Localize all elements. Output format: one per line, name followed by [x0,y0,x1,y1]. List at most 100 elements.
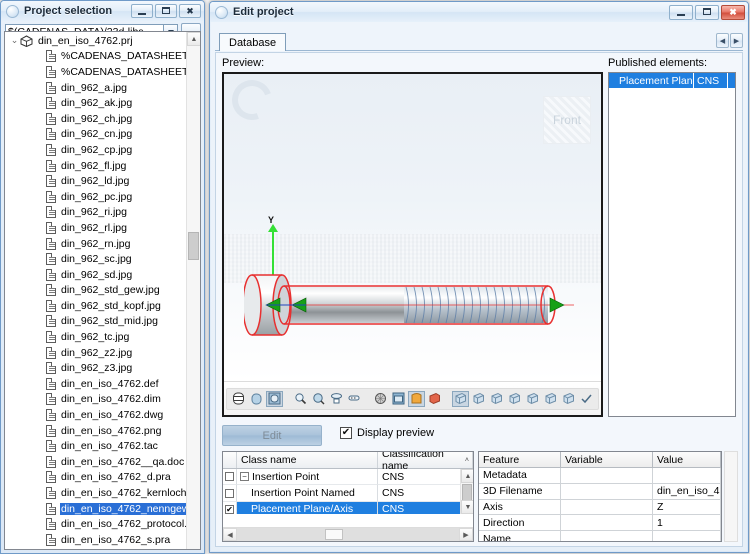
view-left-icon[interactable] [488,391,505,407]
class-row-checkbox[interactable]: ✔ [225,504,234,514]
tree-item[interactable]: din_962_rn.jpg [5,236,186,252]
tree-item[interactable]: din_962_ld.jpg [5,173,186,189]
tree-item[interactable]: %CADENAS_DATASHEET%/iso_4762_ [5,64,186,80]
class-table-vscrollbar[interactable]: ▲ ▼ [460,469,473,514]
variable-cell[interactable] [561,515,653,532]
variable-cell[interactable] [561,531,653,541]
tree-item[interactable]: din_en_iso_4762.def [5,376,186,392]
feature-cell[interactable]: 3D Filename [479,483,561,500]
project-tree-vscrollbar[interactable]: ▲ [186,32,200,549]
class-row-name-cell[interactable]: Insertion Point Named [237,485,378,502]
variable-cell[interactable] [561,499,653,516]
class-row-checkbox[interactable] [225,488,234,498]
tab-prev-button[interactable]: ◀ [716,33,729,48]
tree-item[interactable]: din_en_iso_4762_d.pra [5,470,186,486]
tree-item[interactable]: din_en_iso_4762_kernloch.3db [5,485,186,501]
class-row-name-cell[interactable]: − Insertion Point [237,469,378,486]
view-right-icon[interactable] [506,391,523,407]
class-table-body[interactable]: − Insertion Point CNS Insertion Point Named… [223,469,473,514]
tree-item[interactable]: din_en_iso_4762_protocol.doc [5,516,186,532]
class-row-check-cell[interactable]: ✔ [223,501,237,514]
value-cell[interactable] [653,531,721,541]
tree-item[interactable]: ⌄ din_en_iso_4762.prj [5,33,186,49]
hscroll-right-arrow[interactable]: ▶ [459,528,473,541]
class-table-row[interactable]: − Insertion Point CNS [223,469,473,486]
tree-item[interactable]: din_962_tc.jpg [5,329,186,345]
tree-item[interactable]: din_en_iso_4762.tac [5,438,186,454]
scroll-thumb[interactable] [188,232,199,260]
tree-item[interactable]: din_962_pc.jpg [5,189,186,205]
tree-item[interactable]: %CADENAS_DATASHEET%/din_en_iso [5,49,186,65]
tree-item[interactable]: din_962_ri.jpg [5,205,186,221]
hscroll-left-arrow[interactable]: ◀ [223,528,237,541]
class-table-row[interactable]: Insertion Point Named CNS [223,485,473,502]
tree-item[interactable]: din_en_iso_4762_s.pra [5,532,186,548]
feature-col-value[interactable]: Value [653,452,721,468]
tree-item[interactable]: din_962_std_kopf.jpg [5,298,186,314]
feature-table-row[interactable]: 3D Filename din_en_iso_4762_nen... [479,483,721,500]
class-scroll-down-arrow[interactable]: ▼ [461,500,473,514]
zoom-fit-icon[interactable] [310,391,327,407]
published-col-cns[interactable]: CNS [694,73,728,88]
class-row-classification-cell[interactable]: CNS [378,501,473,514]
class-row-classification-cell[interactable]: CNS [378,469,473,486]
feature-cell[interactable]: Direction [479,515,561,532]
tree-item[interactable]: din_962_cn.jpg [5,127,186,143]
shaded-box-icon[interactable] [390,391,407,407]
tree-item[interactable]: din_962_cp.jpg [5,142,186,158]
value-cell[interactable] [653,468,721,484]
tree-item[interactable]: din_962_ch.jpg [5,111,186,127]
class-row-checkbox[interactable] [225,472,234,482]
tree-item[interactable]: din_962_rl.jpg [5,220,186,236]
check-icon[interactable] [578,391,595,407]
edit-button[interactable]: Edit [222,425,322,446]
zoom-icon[interactable] [292,391,309,407]
variable-cell[interactable] [561,483,653,500]
minimize-button[interactable] [669,4,693,20]
class-row-check-cell[interactable] [223,469,237,486]
class-table-hscrollbar[interactable]: ◀ ▶ [223,527,473,541]
tree-item[interactable]: din_962_sc.jpg [5,251,186,267]
tree-item[interactable]: din_en_iso_4762.dwg [5,407,186,423]
tree-item[interactable]: din_962_z3.jpg [5,360,186,376]
tree-item[interactable]: din_962_std_mid.jpg [5,314,186,330]
light-icon[interactable] [328,391,345,407]
class-col-name[interactable]: Class name [237,452,378,468]
tree-item[interactable]: din_962_fl.jpg [5,158,186,174]
solid-icon[interactable] [426,391,443,407]
tree-item[interactable]: din_en_iso_4762.dim [5,392,186,408]
maximize-button[interactable] [695,4,719,20]
feature-cell[interactable]: Name [479,531,561,541]
class-table-row[interactable]: ✔ Placement Plane/Axis CNS [223,501,473,514]
feature-cell[interactable]: Axis [479,499,561,516]
wireframe-mesh-icon[interactable] [372,391,389,407]
tab-database[interactable]: Database [219,33,287,51]
variable-cell[interactable] [561,468,653,484]
tree-item[interactable]: din_962_std_gew.jpg [5,283,186,299]
tree-expander-icon[interactable]: ⌄ [10,35,19,46]
minimize-button[interactable] [131,4,153,18]
feature-col-feature[interactable]: Feature [479,452,561,468]
feature-table-vscrollbar[interactable] [724,451,738,542]
class-row-expander-icon[interactable]: − [240,472,249,482]
tree-item[interactable]: din_962_ak.jpg [5,95,186,111]
tree-item[interactable]: din_962_a.jpg [5,80,186,96]
feature-table-row[interactable]: Direction 1 [479,515,721,532]
hscroll-thumb[interactable] [325,529,343,540]
class-scroll-up-arrow[interactable]: ▲ [461,469,473,483]
close-button[interactable]: ✖ [179,4,201,18]
feature-table-row[interactable]: Axis Z [479,499,721,516]
tab-next-button[interactable]: ▶ [730,33,743,48]
class-row-name-cell[interactable]: Placement Plane/Axis [237,501,378,514]
display-preview-checkbox[interactable]: ✔ [340,427,352,439]
tree-item[interactable]: din_en_iso_4762_v.pra [5,548,186,549]
view-bottom-icon[interactable] [542,391,559,407]
tree-item[interactable]: din_en_iso_4762.png [5,423,186,439]
value-cell[interactable]: Z [653,499,721,516]
viewport-3d[interactable]: Front Y [224,74,601,381]
value-cell[interactable]: din_en_iso_4762_nen... [653,483,721,500]
tree-item[interactable]: din_en_iso_4762__qa.doc [5,454,186,470]
class-col-classification[interactable]: Classification name ˄ [378,452,473,472]
measure-icon[interactable] [346,391,363,407]
